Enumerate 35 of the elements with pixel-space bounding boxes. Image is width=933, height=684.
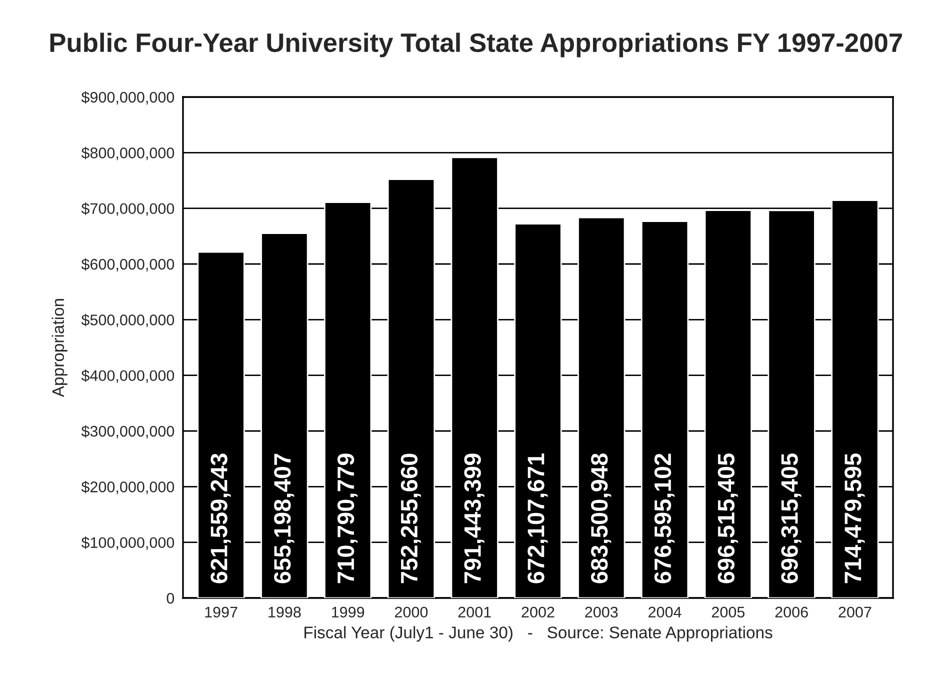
data-label: 655,198,407: [274, 454, 294, 584]
x-tick-label: 1998: [268, 606, 301, 618]
x-tick-label: 2002: [522, 606, 554, 618]
y-tick-label: $200,000,000: [81, 480, 174, 494]
x-tick-label: 2004: [648, 606, 682, 618]
data-label: 696,315,405: [781, 453, 802, 584]
data-label: 696,515,405: [718, 453, 738, 584]
data-label: 752,255,660: [400, 454, 421, 584]
y-tick-label: $400,000,000: [81, 370, 174, 383]
data-label: 683,500,948: [591, 454, 612, 584]
y-tick-label: $500,000,000: [81, 314, 174, 328]
y-tick-label: $100,000,000: [81, 536, 174, 550]
x-tick-label: 1997: [205, 606, 238, 618]
data-label: 621,559,243: [210, 454, 231, 584]
x-tick-label: 2001: [458, 606, 491, 618]
data-label: 714,479,595: [844, 453, 865, 584]
x-tick-label: 2007: [838, 606, 872, 618]
y-tick-label: $800,000,000: [81, 146, 174, 160]
y-tick-label: 0: [166, 592, 174, 604]
y-tick-label: $600,000,000: [81, 258, 174, 272]
x-axis-title: Fiscal Year (July1 - June 30) - Source: Senate Appropriations: [304, 626, 772, 642]
data-label: 710,790,779: [337, 454, 358, 584]
x-tick-label: 1999: [332, 606, 364, 618]
y-axis-title: Appropriation: [52, 299, 68, 398]
data-label: 791,443,399: [464, 454, 484, 584]
x-tick-label: 2000: [394, 606, 428, 618]
x-tick-label: 2005: [712, 606, 745, 618]
y-tick-label: $900,000,000: [81, 91, 174, 104]
y-tick-label: $300,000,000: [81, 425, 174, 438]
chart-title: Public Four-Year University Total State Appropriations FY 1997-2007: [50, 32, 902, 58]
x-tick-label: 2003: [585, 606, 618, 618]
x-tick-label: 2006: [775, 606, 808, 618]
y-tick-label: $700,000,000: [81, 202, 174, 216]
data-label: 672,107,671: [528, 453, 548, 584]
data-label: 676,595,102: [654, 454, 675, 584]
